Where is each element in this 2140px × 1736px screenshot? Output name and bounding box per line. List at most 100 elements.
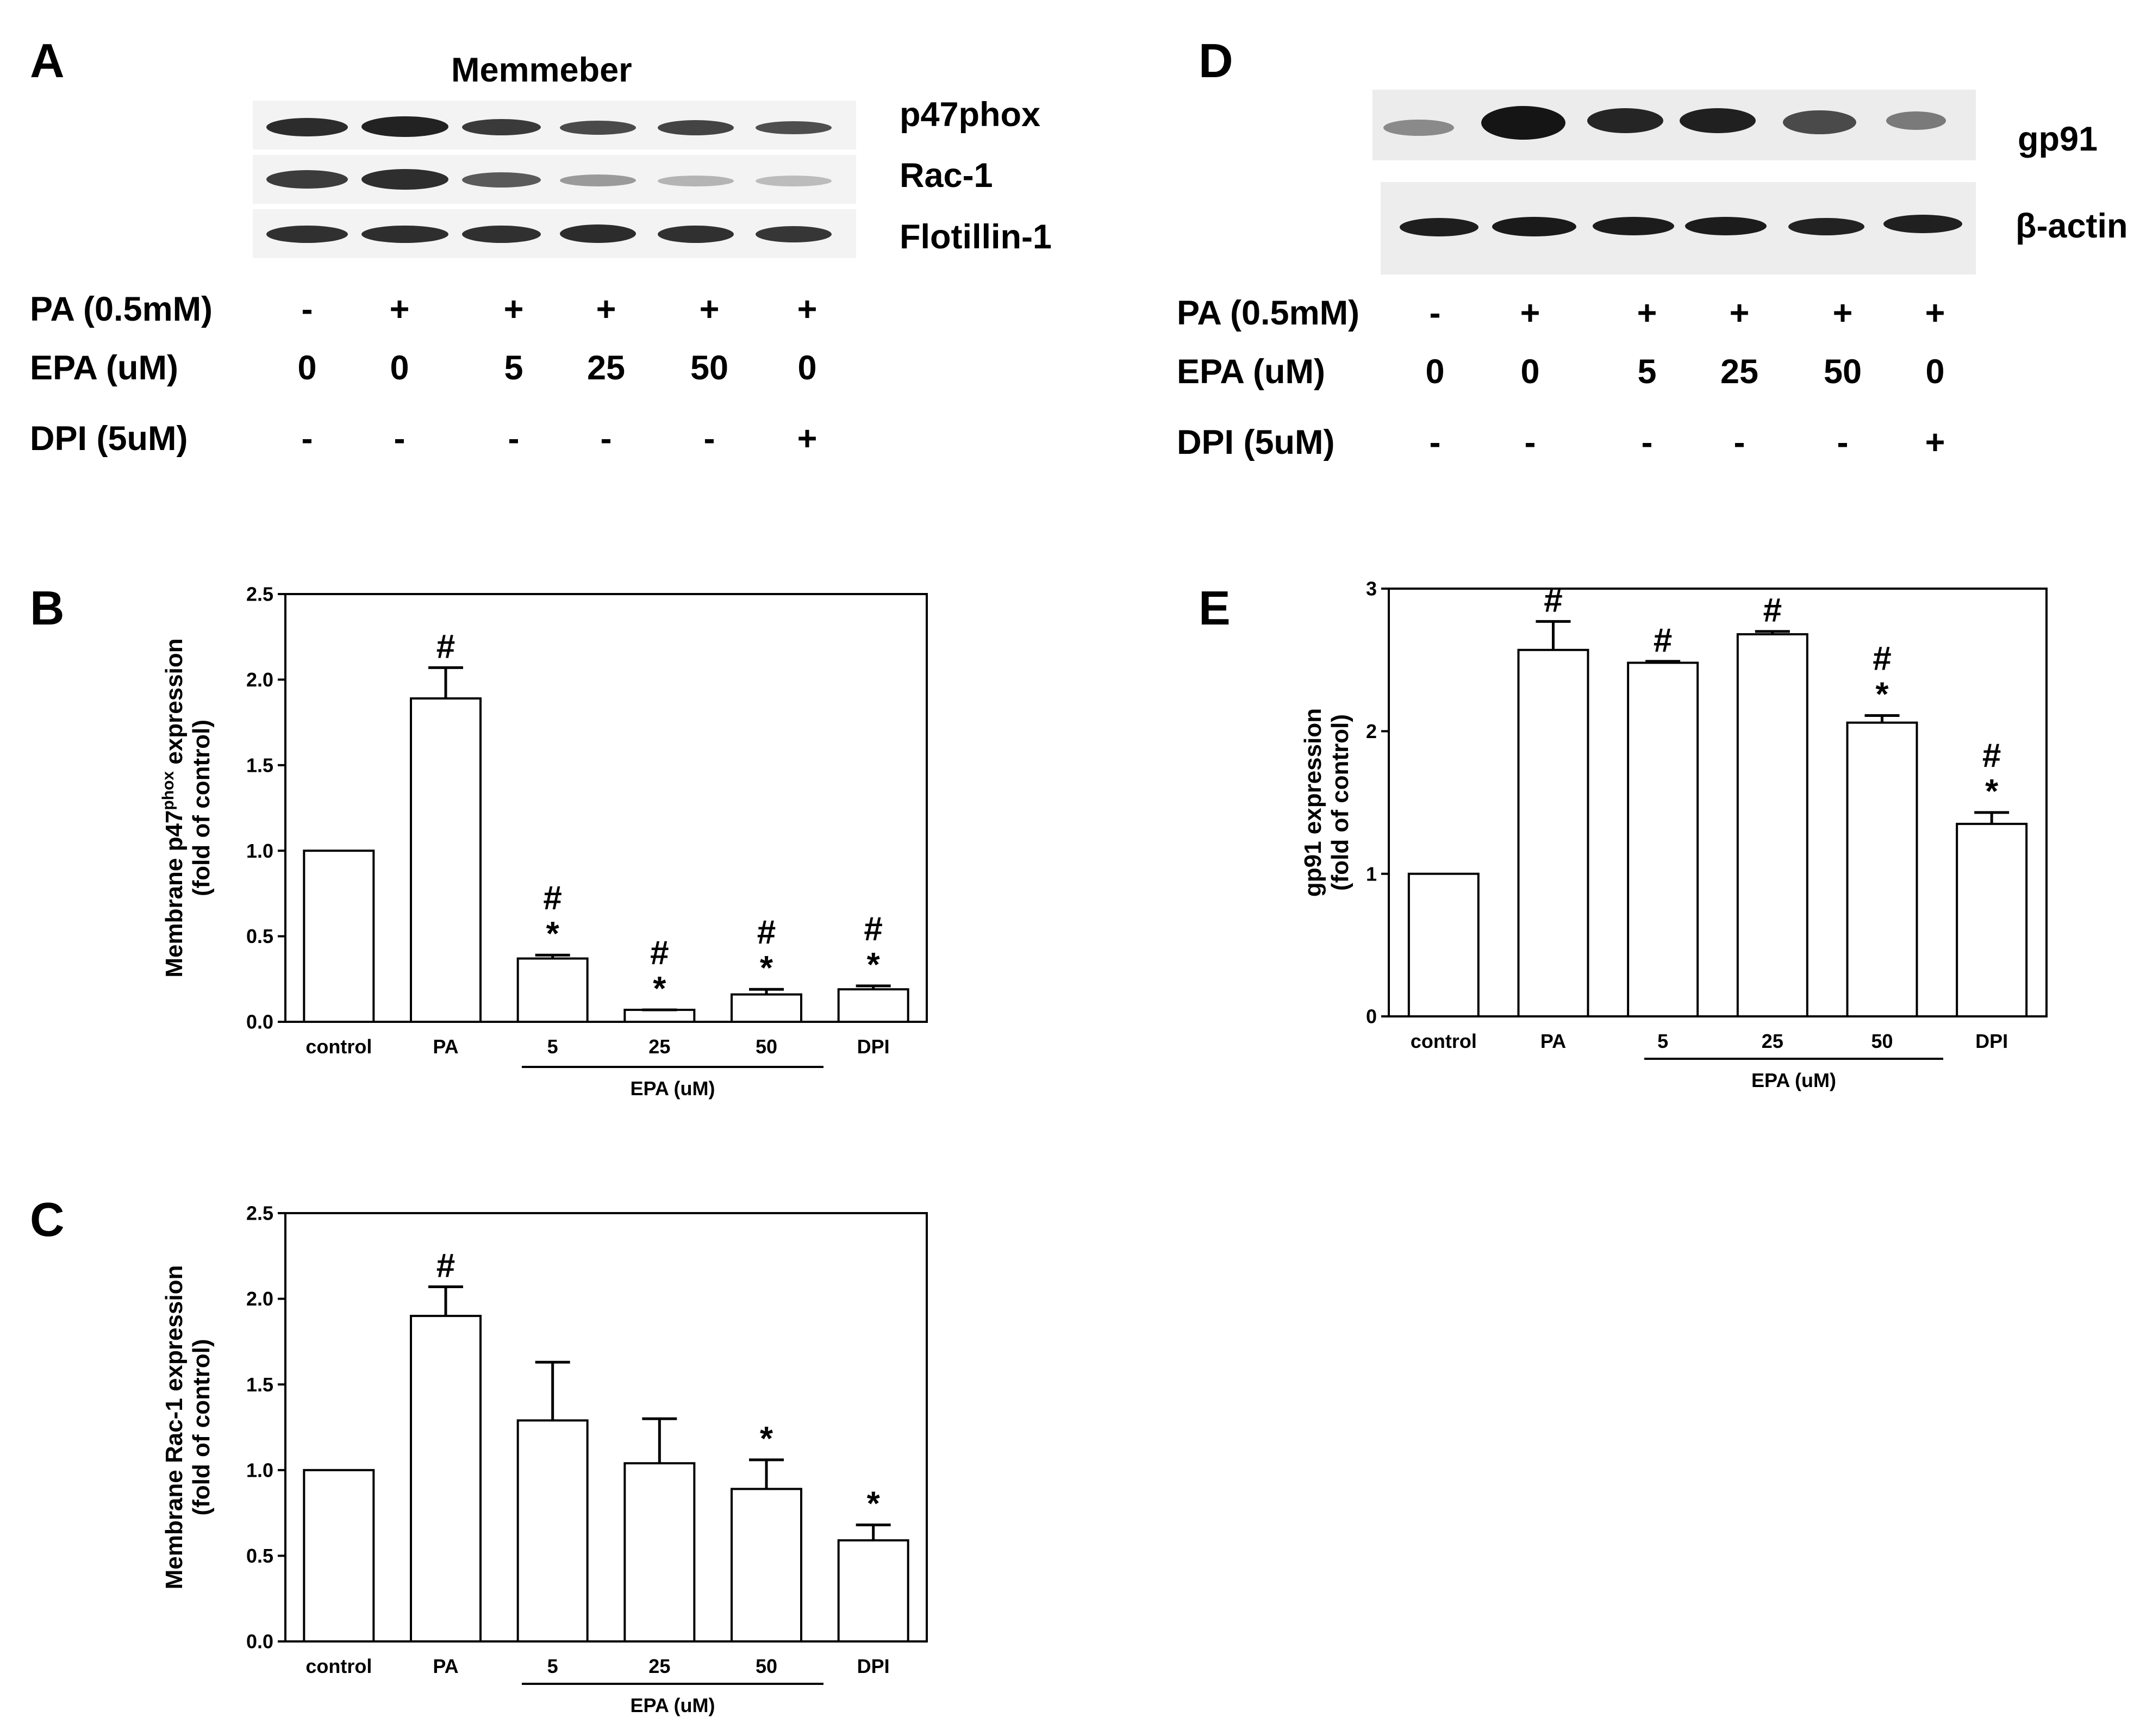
y-tick-label: 1.0 (246, 1459, 273, 1481)
treatment-value: + (797, 290, 818, 328)
blot-band (462, 172, 541, 188)
blot-band (266, 170, 348, 189)
bar-control (303, 1469, 375, 1643)
y-axis-label: Membrane Rac-1 expression (161, 1265, 188, 1590)
treatment-value: - (703, 420, 715, 458)
bar-DPI (1956, 822, 2028, 1017)
treatment-value: 0 (1520, 353, 1540, 391)
band-label-p47phox: p47phox (900, 96, 1041, 134)
blot-band (462, 226, 541, 243)
significance-star: * (1985, 773, 1999, 810)
treatment-value: + (389, 290, 410, 328)
panel-label-c: C (30, 1192, 65, 1246)
treatment-value: - (1733, 423, 1745, 461)
x-tick-label: 50 (756, 1655, 777, 1677)
y-tick-label: 3 (1366, 578, 1377, 600)
x-tick-label: control (305, 1035, 372, 1058)
blot-band (266, 118, 348, 136)
x-tick-label: 25 (648, 1035, 670, 1058)
blot-strip-beta-actin (1381, 182, 1976, 274)
significance-hash: # (1763, 592, 1782, 629)
significance-hash: # (436, 628, 455, 665)
blot-band (1492, 217, 1576, 236)
bar-PA (1517, 648, 1589, 1017)
bar-control (1407, 872, 1480, 1017)
blot-band (1788, 218, 1864, 235)
bar-25 (1736, 633, 1808, 1017)
bar-5 (1627, 661, 1699, 1017)
plot-frame (284, 1212, 928, 1643)
y-tick-label: 1.5 (246, 1373, 273, 1396)
blot-title: Memmeber (451, 51, 632, 89)
bar-DPI (837, 988, 909, 1023)
y-tick-label: 2.5 (246, 583, 273, 605)
blot-band (658, 176, 734, 186)
treatment-value: + (596, 290, 616, 328)
treatment-value: + (503, 290, 524, 328)
treatment-value: 50 (690, 349, 729, 387)
treatment-value: 0 (390, 349, 409, 387)
x-tick-label: DPI (857, 1035, 890, 1058)
treatment-value: - (1429, 294, 1441, 332)
treatment-value: 0 (1425, 353, 1445, 391)
group-label: EPA (uM) (631, 1077, 715, 1100)
x-tick-label: 5 (547, 1035, 558, 1058)
blot-band (361, 169, 448, 190)
band-label-rac1: Rac-1 (900, 157, 993, 195)
treatment-value: 0 (797, 349, 817, 387)
bar-control (303, 850, 375, 1023)
blot-band (1400, 218, 1478, 236)
blot-band (266, 226, 348, 243)
panel-label-d: D (1199, 34, 1233, 88)
blot-band (1680, 108, 1756, 133)
treatment-value: - (394, 420, 405, 458)
x-tick-label: 5 (547, 1655, 558, 1677)
significance-hash: # (1982, 737, 2001, 775)
blot-band (658, 120, 734, 135)
treatment-value: + (1637, 294, 1657, 332)
y-tick-label: 0.5 (246, 1545, 273, 1567)
significance-star: * (1875, 676, 1889, 713)
treatment-row-label: DPI (5uM) (30, 420, 188, 458)
blot-band (1783, 110, 1856, 134)
blot-band (361, 226, 448, 243)
blot-band (756, 176, 832, 186)
blot-band (1481, 106, 1565, 140)
bar-5 (516, 1419, 589, 1643)
blot-band (560, 224, 636, 243)
treatment-value: 5 (504, 349, 523, 387)
y-tick-label: 2.0 (246, 669, 273, 691)
treatment-value: - (1641, 423, 1653, 461)
x-tick-label: DPI (1975, 1030, 2008, 1052)
treatment-value: - (1524, 423, 1536, 461)
treatment-value: - (301, 290, 313, 328)
significance-hash: # (757, 914, 776, 951)
treatment-value: - (508, 420, 520, 458)
y-tick-label: 2 (1366, 720, 1377, 742)
band-label-beta-actin: β-actin (2016, 207, 2128, 245)
treatment-row-label: EPA (uM) (30, 349, 178, 387)
blot-band (361, 116, 448, 137)
bar-DPI (837, 1539, 909, 1643)
significance-star: * (653, 970, 666, 1008)
treatment-value: - (600, 420, 612, 458)
blot-strip-p47phox (253, 101, 856, 149)
treatment-row-label: PA (0.5mM) (1177, 294, 1360, 332)
treatment-value: 0 (297, 349, 317, 387)
blot-band (1587, 108, 1663, 133)
significance-star: * (760, 950, 773, 987)
treatment-value: + (1729, 294, 1750, 332)
treatment-value: - (301, 420, 313, 458)
x-tick-label: 5 (1657, 1030, 1668, 1052)
bar-50 (731, 993, 802, 1023)
band-label-gp91: gp91 (2018, 120, 2098, 158)
treatment-row-label: PA (0.5mM) (30, 290, 213, 328)
significance-star: * (760, 1420, 773, 1458)
significance-star: * (867, 1485, 881, 1523)
plot-frame (284, 593, 928, 1023)
blot-strip-gp91 (1372, 90, 1976, 160)
treatment-value: - (1429, 423, 1441, 461)
treatment-value: 25 (587, 349, 626, 387)
significance-hash: # (864, 910, 882, 948)
